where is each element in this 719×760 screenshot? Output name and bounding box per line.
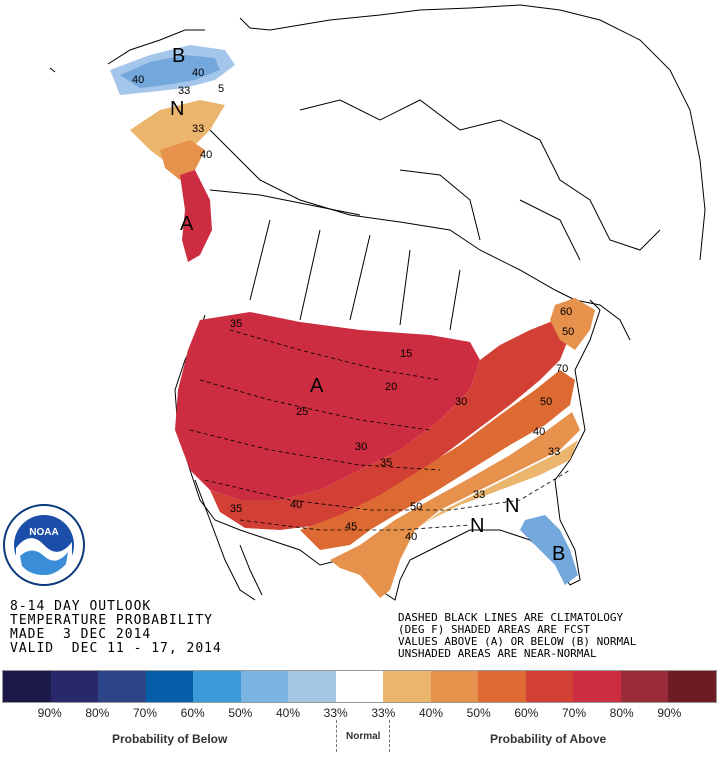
contour-label: 33	[548, 446, 560, 458]
contour-label: 40	[132, 74, 144, 86]
above-33-region	[415, 440, 578, 530]
legend-percent-label: 80%	[85, 706, 110, 720]
outlook-info: 8-14 DAY OUTLOOK TEMPERATURE PROBABILITY…	[10, 600, 222, 656]
noaa-logo-text: NOAA	[29, 527, 58, 538]
outlook-title: 8-14 DAY OUTLOOK	[10, 599, 152, 614]
region-label: A	[180, 213, 194, 235]
legend-percent-label: 90%	[37, 706, 62, 720]
above-normal-areas	[130, 100, 595, 598]
contour-label: 35	[230, 503, 242, 515]
region-label: N	[170, 98, 184, 120]
contour-labels: 40 40 33 5 33 40 35 15 20 25 30 35 40 45…	[132, 67, 574, 543]
legend-swatch	[620, 671, 669, 702]
legend-swatch	[240, 671, 289, 702]
legend-swatch	[288, 671, 336, 702]
legend-above-caption: Probability of Above	[490, 732, 607, 746]
note-line: UNSHADED AREAS ARE NEAR-NORMAL	[398, 647, 597, 660]
contour-label: 40	[200, 149, 212, 161]
below-fl-region	[520, 515, 578, 585]
legend-swatch	[525, 671, 574, 702]
region-label: B	[172, 45, 185, 67]
outlook-subtitle: TEMPERATURE PROBABILITY	[10, 613, 214, 628]
legend-percent-label: 40%	[418, 706, 444, 720]
legend-percent-label: 50%	[228, 706, 253, 720]
legend-swatch	[383, 671, 431, 702]
contour-label: 35	[380, 457, 392, 469]
contour-label: 40	[405, 531, 417, 543]
probability-legend: 90% 80% 70% 60% 50% 40% 33% 33% 40% 50% 60% 70% 80% 9…	[0, 670, 719, 760]
above-40-region	[330, 412, 580, 598]
region-label: N	[505, 495, 519, 517]
region-label: A	[310, 375, 324, 397]
contour-label: 33	[178, 85, 190, 97]
above-ne-region	[550, 298, 595, 350]
region-label: N	[470, 515, 484, 537]
legend-percent-label: 33%	[371, 706, 396, 720]
contour-label: 35	[230, 318, 242, 330]
legend-swatch	[3, 671, 51, 702]
contour-label: 50	[410, 501, 422, 513]
legend-swatch	[145, 671, 194, 702]
legend-percent-label: 90%	[657, 706, 682, 720]
legend-swatch	[430, 671, 479, 702]
legend-swatch	[668, 671, 716, 702]
contour-label: 30	[455, 396, 467, 408]
above-ak-40-region	[160, 140, 205, 180]
legend-percent-label: 60%	[180, 706, 205, 720]
below-ak-40-region	[120, 55, 220, 88]
legend-swatch	[573, 671, 621, 702]
contour-label: 20	[385, 381, 397, 393]
below-normal-areas	[110, 45, 578, 585]
legend-percent-label: 70%	[132, 706, 158, 720]
noaa-logo: NOAA	[3, 504, 85, 586]
contour-label: 50	[562, 326, 574, 338]
contour-label: 40	[533, 426, 545, 438]
outlook-map: B N A A N N B 40 40 33 5 33 40 35 15 20 …	[3, 4, 706, 601]
region-letters: B N A A N N B	[170, 45, 565, 565]
note-line: VALUES ABOVE (A) OR BELOW (B) NORMAL	[398, 635, 637, 648]
climatology-lines	[189, 329, 571, 531]
legend-normal-caption: Normal	[346, 731, 381, 742]
legend-percent-label: 70%	[561, 706, 587, 720]
above-70-region	[175, 312, 480, 500]
map-notes: DASHED BLACK LINES ARE CLIMATOLOGY (DEG …	[398, 612, 636, 660]
above-60-region	[210, 320, 570, 530]
legend-normal-box	[336, 720, 390, 752]
contour-label: 33	[192, 123, 204, 135]
legend-percent-label: 80%	[609, 706, 634, 720]
contour-label: 15	[400, 348, 412, 360]
contour-label: 50	[540, 396, 552, 408]
outlook-made-date: MADE 3 DEC 2014	[10, 627, 152, 642]
legend-color-bar	[2, 670, 717, 703]
note-line: DASHED BLACK LINES ARE CLIMATOLOGY	[398, 611, 624, 624]
contour-label: 25	[296, 406, 308, 418]
note-line: (DEG F) SHADED AREAS ARE FCST	[398, 623, 591, 636]
contour-label: 33	[473, 489, 485, 501]
region-label: B	[552, 543, 565, 565]
contour-label: 5	[218, 83, 224, 95]
legend-below-caption: Probability of Below	[112, 732, 228, 746]
legend-swatch	[335, 671, 384, 702]
contour-label: 30	[355, 441, 367, 453]
contour-label: 60	[560, 306, 572, 318]
legend-swatch	[50, 671, 99, 702]
contour-label: 40	[290, 499, 302, 511]
contour-label: 45	[345, 521, 357, 533]
contour-label: 40	[192, 67, 204, 79]
legend-percent-label: 50%	[466, 706, 491, 720]
outlook-valid-dates: VALID DEC 11 - 17, 2014	[10, 641, 222, 656]
above-ak-33-region	[130, 100, 225, 165]
boundaries	[49, 4, 706, 601]
legend-swatch	[193, 671, 241, 702]
legend-swatch	[478, 671, 526, 702]
legend-percent-label: 40%	[275, 706, 301, 720]
above-50-region	[300, 370, 575, 550]
legend-swatch	[98, 671, 146, 702]
legend-percent-label: 33%	[323, 706, 348, 720]
contour-label: 70	[556, 363, 568, 375]
above-bc-70-region	[180, 170, 212, 262]
legend-percent-label: 60%	[514, 706, 539, 720]
